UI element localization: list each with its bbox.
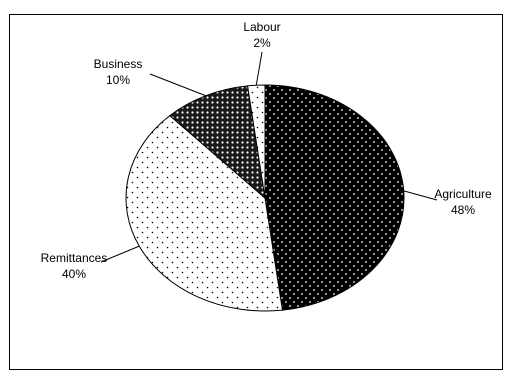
slice-label-agriculture: Agriculture — [434, 187, 492, 201]
pie-slice-labour — [247, 84, 266, 199]
leader-line-agriculture — [403, 190, 438, 201]
leader-line-labour — [255, 51, 263, 86]
slice-label-remittances: Remittances — [41, 251, 108, 265]
slice-percent-business: 10% — [106, 73, 130, 87]
slice-percent-labour: 2% — [253, 36, 271, 50]
slice-percent-agriculture: 48% — [451, 203, 475, 217]
pie-slice-business — [169, 85, 266, 200]
slice-label-labour: Labour — [243, 20, 280, 34]
pie-slice-agriculture — [264, 84, 405, 311]
slice-percent-remittances: 40% — [62, 267, 86, 281]
leader-lines — [100, 51, 438, 263]
pie-slice-remittances — [125, 114, 283, 312]
chart-border — [9, 14, 503, 370]
pie-slices — [125, 84, 405, 312]
leader-line-remittances — [100, 245, 140, 263]
leader-line-business — [149, 73, 207, 97]
slice-label-business: Business — [94, 57, 143, 71]
